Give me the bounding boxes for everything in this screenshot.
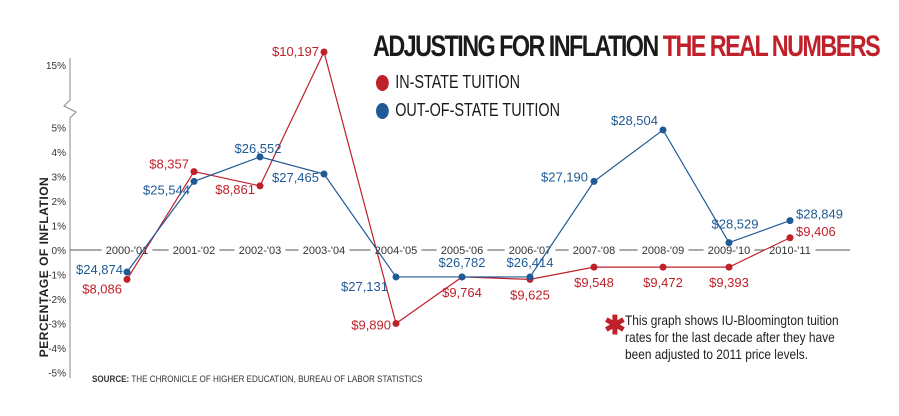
x-tick-bg: [764, 243, 816, 257]
data-point: [256, 182, 264, 190]
y-tick-label: 3%: [52, 173, 67, 184]
data-label: $10,197: [272, 44, 319, 59]
data-label: $9,406: [796, 224, 836, 239]
legend-out-of-state: OUT-OF-STATE TUITION: [376, 100, 560, 121]
data-point: [526, 273, 534, 281]
data-label: $28,529: [712, 217, 759, 232]
data-label: $9,472: [643, 275, 683, 290]
source-line: SOURCE: THE CHRONICLE OF HIGHER EDUCATIO…: [92, 374, 423, 385]
y-tick-label: 5%: [52, 124, 67, 135]
data-label: $9,625: [510, 287, 550, 302]
data-point: [590, 263, 598, 271]
data-point: [123, 268, 131, 276]
x-tick-label: 2004-'05: [375, 245, 417, 257]
data-point: [320, 170, 328, 178]
x-tick-bg: [436, 243, 488, 257]
y-tick-label: -2%: [48, 295, 66, 306]
data-label: $9,393: [709, 275, 749, 290]
y-tick-label: 0%: [52, 246, 67, 257]
y-tick-label: -3%: [48, 320, 66, 331]
x-tick-bg: [568, 243, 620, 257]
legend-label: IN-STATE TUITION: [395, 72, 520, 92]
x-tick-bg: [298, 243, 350, 257]
x-tick-bg: [234, 243, 286, 257]
x-tick-bg: [703, 243, 755, 257]
title-highlight: THE REAL NUMBERS: [662, 30, 881, 63]
data-point: [392, 273, 400, 281]
data-label: $26,552: [235, 141, 282, 156]
x-tick-label: 2006-'07: [509, 245, 551, 257]
data-label: $8,086: [82, 281, 122, 296]
y-tick-label: -1%: [48, 271, 66, 282]
data-label: $9,764: [442, 285, 482, 300]
data-point: [725, 239, 733, 247]
x-tick-label: 2005-'06: [441, 245, 483, 257]
y-axis: [63, 58, 77, 378]
x-tick-bg: [168, 243, 220, 257]
data-label: $24,874: [76, 262, 123, 277]
data-label: $8,357: [149, 157, 189, 172]
y-tick-label: 15%: [46, 61, 66, 72]
data-point: [392, 320, 400, 327]
title-main: ADJUSTING FOR INFLATION: [373, 30, 659, 63]
data-label: $28,504: [611, 113, 658, 128]
legend-blue-dot-icon: [376, 102, 389, 119]
data-point: [190, 177, 198, 185]
data-label: $26,782: [439, 255, 486, 270]
data-point: [786, 234, 794, 242]
legend-label: OUT-OF-STATE TUITION: [395, 100, 560, 120]
data-label: $27,465: [272, 170, 319, 185]
data-point: [725, 263, 733, 271]
source-label: SOURCE:: [92, 374, 130, 385]
x-tick-bg: [370, 243, 422, 257]
chart-title: ADJUSTING FOR INFLATION THE REAL NUMBERS: [373, 30, 881, 64]
y-tick-label: -5%: [48, 369, 66, 380]
data-point: [123, 275, 131, 283]
x-tick-label: 2001-'02: [173, 245, 215, 257]
y-tick-label: -4%: [48, 344, 66, 355]
x-tick-label: 2007-'08: [573, 245, 615, 257]
asterisk-icon: ✱: [604, 310, 626, 340]
legend-red-dot-icon: [376, 74, 389, 91]
x-tick-bg: [637, 243, 689, 257]
y-tick-label: 4%: [52, 148, 67, 159]
x-tick-bg: [101, 243, 153, 257]
data-point: [320, 48, 328, 56]
x-tick-label: 2000-'01: [106, 245, 148, 257]
x-tick-label: 2008-'09: [642, 245, 684, 257]
data-point: [590, 177, 598, 185]
data-point: [458, 273, 466, 281]
legend-in-state: IN-STATE TUITION: [376, 72, 520, 93]
data-point: [659, 126, 667, 134]
footnote: This graph shows IU-Bloomington tuition …: [625, 312, 839, 362]
data-point: [256, 153, 264, 161]
data-label: $26,414: [507, 255, 554, 270]
x-tick-label: 2002-'03: [239, 245, 281, 257]
data-label: $9,890: [351, 318, 391, 333]
data-label: $8,861: [215, 182, 255, 197]
data-label: $27,190: [541, 169, 588, 184]
y-tick-label: 2%: [52, 197, 67, 208]
data-point: [190, 168, 198, 176]
source-text: THE CHRONICLE OF HIGHER EDUCATION, BUREA…: [129, 374, 423, 385]
data-point: [786, 217, 794, 225]
data-point: [659, 263, 667, 271]
data-label: $25,544: [143, 182, 190, 197]
x-tick-bg: [504, 243, 556, 257]
y-tick-label: 1%: [52, 222, 67, 233]
data-label: $9,548: [574, 275, 614, 290]
data-label: $27,131: [341, 279, 388, 294]
y-axis-label: PERCENTAGE OF INFLATION: [37, 176, 52, 358]
x-tick-label: 2009-'10: [708, 245, 750, 257]
x-tick-label: 2003-'04: [303, 245, 345, 257]
data-label: $28,849: [796, 207, 843, 222]
x-tick-label: 2010-'11: [769, 245, 811, 257]
